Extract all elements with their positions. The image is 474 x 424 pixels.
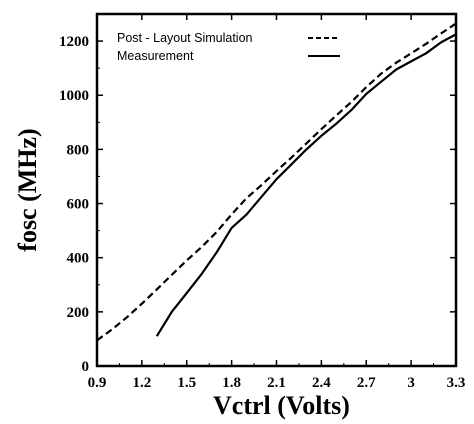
y-tick-label: 600 [67,197,90,213]
x-tick-label: 1.2 [133,375,152,391]
y-tick-label: 800 [67,142,90,158]
series-line-measurement [155,33,457,337]
x-tick-label: 3.3 [447,375,466,391]
x-tick-label: 2.1 [267,375,286,391]
series-layer [96,22,457,342]
y-tick-label: 200 [67,305,90,321]
y-axis-title: fosc (MHz) [13,128,42,251]
y-tick-label: 400 [67,251,90,267]
y-tick-label: 1200 [59,34,89,50]
legend-label: Post - Layout Simulation [117,31,253,45]
series-line-simulation [96,22,457,342]
legend: Post - Layout Simulation Measurement [117,31,340,63]
legend-label: Measurement [117,49,194,63]
x-tick-label: 1.8 [222,375,241,391]
x-axis-title: Vctrl (Volts) [213,391,350,420]
axes-layer: 0.9 1.2 1.5 1.8 2.1 2.4 2.7 3 3.3 0 200 400 600 800 10… [59,14,465,391]
x-tick-label: 2.7 [357,375,376,391]
x-tick-label: 2.4 [312,375,331,391]
y-tick-label: 0 [82,359,90,375]
x-tick-label: 3 [407,375,415,391]
y-tick-label: 1000 [59,88,89,104]
x-tick-label: 0.9 [88,375,107,391]
x-tick-label: 1.5 [177,375,196,391]
